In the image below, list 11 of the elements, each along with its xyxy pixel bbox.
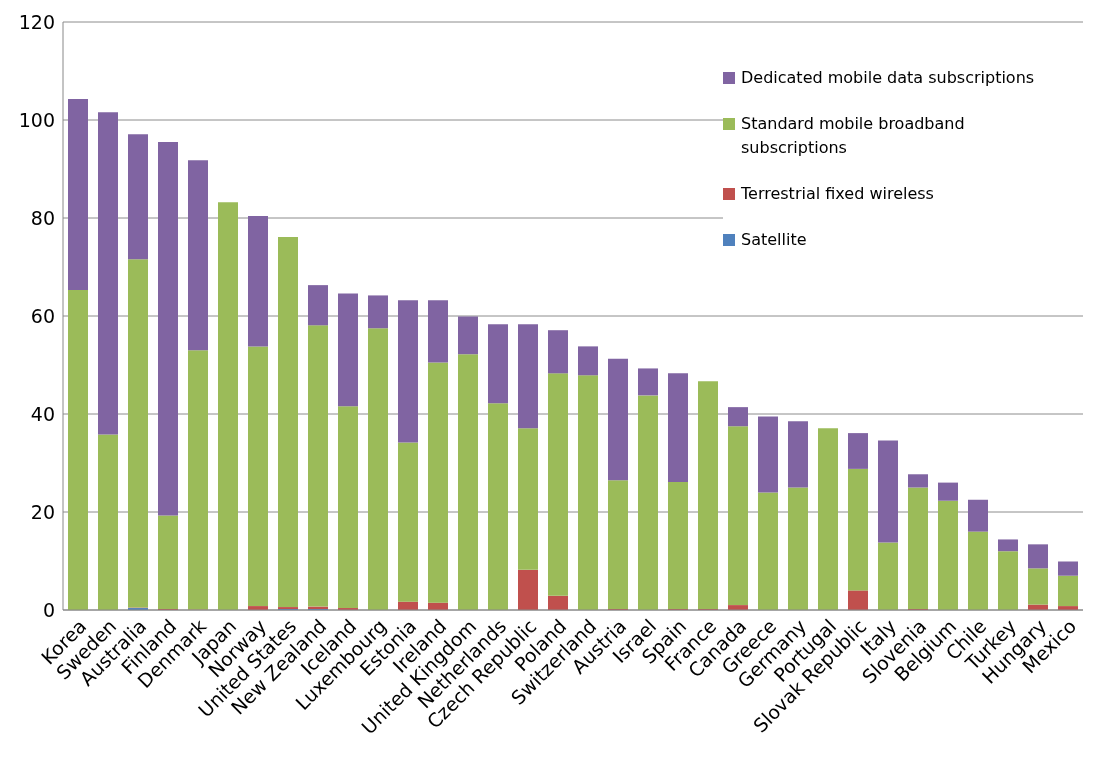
legend-label: Dedicated mobile data subscriptions (741, 67, 1035, 89)
y-tick-label: 60 (30, 304, 55, 327)
legend-label: Terrestrial fixed wireless (741, 183, 934, 205)
y-tick-label: 0 (42, 598, 55, 621)
y-tick-label: 120 (18, 10, 55, 33)
y-tick-label: 80 (30, 206, 55, 229)
y-tick-label: 20 (30, 500, 55, 523)
y-tick-label: 40 (30, 402, 55, 425)
legend-label: Standard mobile broadband subscriptions (741, 113, 966, 159)
y-tick-label: 100 (18, 108, 55, 131)
legend-label: Satellite (741, 229, 807, 251)
